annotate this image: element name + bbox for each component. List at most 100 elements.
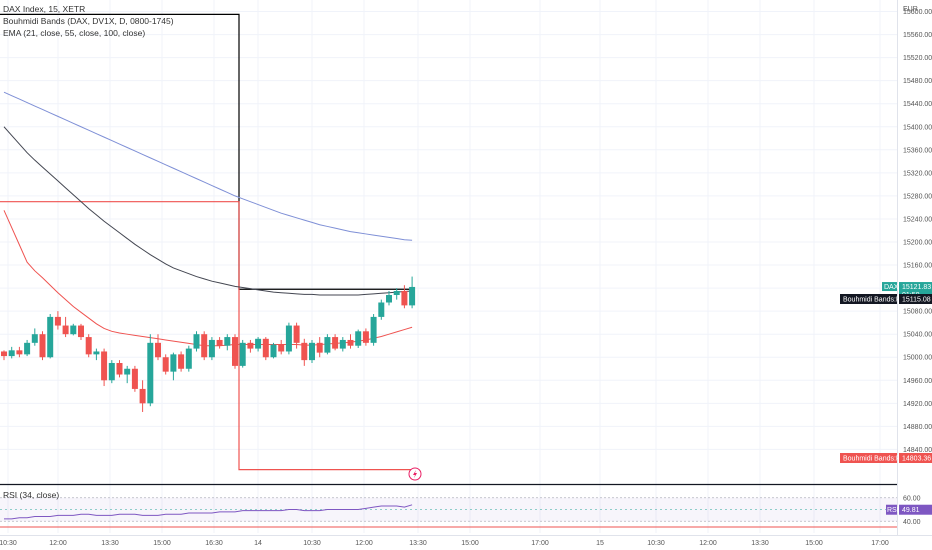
candle[interactable]: [401, 285, 408, 309]
candle[interactable]: [232, 334, 238, 369]
candle-body[interactable]: [386, 295, 392, 303]
candle-body[interactable]: [332, 337, 339, 349]
candle-body[interactable]: [401, 290, 408, 306]
candle-body[interactable]: [370, 316, 377, 343]
candle[interactable]: [347, 334, 354, 349]
candle-body[interactable]: [8, 350, 15, 357]
candle-body[interactable]: [301, 342, 308, 361]
candle[interactable]: [124, 365, 131, 384]
candle[interactable]: [386, 290, 392, 306]
candle-body[interactable]: [216, 339, 223, 346]
candle-body[interactable]: [24, 342, 31, 355]
candle[interactable]: [178, 351, 185, 372]
candle-body[interactable]: [193, 334, 200, 349]
candle[interactable]: [93, 348, 100, 361]
candle-body[interactable]: [62, 325, 69, 335]
candle[interactable]: [116, 360, 123, 378]
candle-body[interactable]: [278, 344, 285, 352]
candle-body[interactable]: [362, 331, 369, 343]
candle[interactable]: [131, 365, 138, 392]
candle[interactable]: [224, 334, 231, 351]
candle-body[interactable]: [239, 342, 246, 366]
candle-body[interactable]: [316, 342, 323, 353]
legend-rsi[interactable]: RSI (34, close): [3, 490, 60, 500]
candle-body[interactable]: [309, 342, 315, 361]
candle-body[interactable]: [93, 351, 100, 355]
rsi-label-tag[interactable]: [886, 504, 897, 515]
candle-body[interactable]: [16, 350, 23, 355]
candle[interactable]: [54, 311, 61, 330]
candle[interactable]: [293, 322, 300, 349]
candle-body[interactable]: [255, 338, 262, 349]
candle-body[interactable]: [78, 325, 84, 338]
legend-bands[interactable]: Bouhmidi Bands (DAX, DV1X, D, 0800-1745): [3, 16, 174, 26]
candle[interactable]: [370, 314, 377, 346]
candle-body[interactable]: [262, 338, 269, 358]
candle-body[interactable]: [339, 339, 346, 349]
candle[interactable]: [8, 346, 15, 359]
candle-body[interactable]: [116, 363, 123, 375]
candle[interactable]: [378, 299, 385, 320]
upper-band-value-tag[interactable]: [899, 294, 932, 304]
candle-body[interactable]: [270, 344, 277, 358]
candle-body[interactable]: [31, 334, 38, 343]
candle-body[interactable]: [101, 351, 108, 381]
candle[interactable]: [216, 337, 223, 349]
candle[interactable]: [285, 322, 292, 355]
candle[interactable]: [155, 334, 161, 361]
candle-body[interactable]: [293, 325, 300, 343]
candle[interactable]: [355, 329, 362, 349]
rsi-pane[interactable]: [0, 483, 932, 528]
candle-body[interactable]: [162, 357, 169, 372]
candle[interactable]: [1, 350, 7, 361]
candle-body[interactable]: [108, 363, 115, 381]
candle-body[interactable]: [201, 334, 208, 358]
candle-body[interactable]: [47, 316, 54, 358]
candle[interactable]: [139, 380, 146, 412]
candle-body[interactable]: [324, 337, 331, 353]
candle[interactable]: [47, 314, 54, 359]
candle[interactable]: [247, 339, 254, 353]
candle-body[interactable]: [124, 368, 131, 375]
candle[interactable]: [39, 331, 46, 361]
candle[interactable]: [62, 316, 69, 338]
candle-body[interactable]: [54, 316, 61, 326]
candle[interactable]: [162, 354, 169, 375]
candle[interactable]: [170, 352, 177, 381]
upper-band-label-tag[interactable]: [840, 294, 897, 304]
candle[interactable]: [208, 337, 215, 361]
candle[interactable]: [362, 328, 369, 346]
candle[interactable]: [324, 334, 331, 355]
candle[interactable]: [78, 323, 84, 340]
candle[interactable]: [255, 337, 262, 352]
candle[interactable]: [409, 276, 416, 309]
candle-body[interactable]: [232, 337, 238, 366]
candle-body[interactable]: [409, 286, 416, 306]
candle-body[interactable]: [139, 388, 146, 404]
candle[interactable]: [270, 342, 277, 359]
current-symbol-tag[interactable]: [882, 282, 897, 292]
candle-body[interactable]: [147, 342, 154, 404]
candle[interactable]: [70, 323, 77, 336]
candle[interactable]: [31, 328, 38, 346]
candle[interactable]: [309, 339, 315, 363]
candle-body[interactable]: [285, 325, 292, 352]
candle[interactable]: [332, 334, 339, 351]
legend-symbol[interactable]: DAX Index, 15, XETR: [3, 4, 86, 14]
candle[interactable]: [193, 331, 200, 352]
candle[interactable]: [278, 339, 285, 355]
candle-body[interactable]: [378, 302, 385, 317]
candle-body[interactable]: [39, 334, 46, 358]
candle-body[interactable]: [178, 354, 185, 369]
lower-band-value-tag[interactable]: [899, 453, 932, 463]
candle[interactable]: [239, 339, 246, 368]
candle[interactable]: [24, 339, 31, 357]
candle-body[interactable]: [224, 337, 231, 346]
candle[interactable]: [101, 348, 108, 387]
candle[interactable]: [339, 337, 346, 352]
candle[interactable]: [185, 345, 192, 372]
candle-body[interactable]: [247, 342, 254, 349]
candle-body[interactable]: [355, 331, 362, 346]
